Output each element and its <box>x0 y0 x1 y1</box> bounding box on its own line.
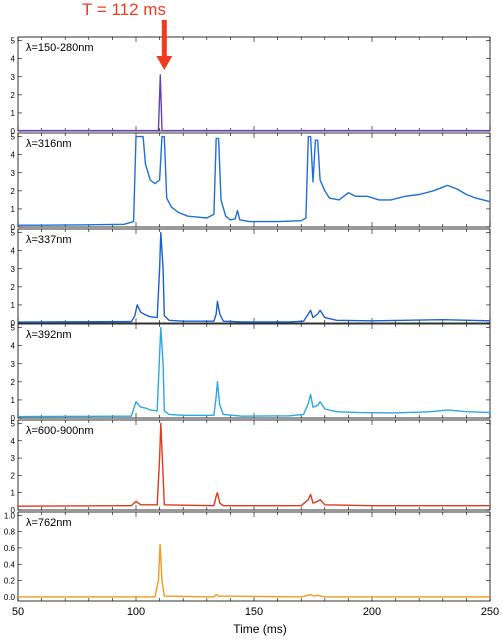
y-tick-label: 4 <box>11 437 16 446</box>
panel-frame-1 <box>17 132 491 228</box>
y-tick-label: 1 <box>11 205 16 214</box>
series-line-1 <box>18 135 491 226</box>
series-line-5 <box>18 544 490 598</box>
y-tick-label: 2 <box>11 187 16 196</box>
x-tick-label: 50 <box>12 606 24 618</box>
panel-0: 0 1 2 3 4 5 λ=150-280nm <box>11 36 491 136</box>
panel-frame-5 <box>17 511 491 602</box>
y-tick-label: 0.4 <box>4 560 16 569</box>
y-tick-label: 4 <box>11 151 16 160</box>
y-tick-label: 3 <box>11 265 16 274</box>
y-tick-label: 3 <box>11 73 16 82</box>
series-line-0 <box>18 74 490 132</box>
y-tick-label: 5 <box>11 229 16 238</box>
y-tick-label: 1 <box>11 301 16 310</box>
y-tick-label: 0.0 <box>4 593 16 602</box>
y-tick-label: 2 <box>11 471 16 480</box>
y-tick-label: 1 <box>11 109 16 118</box>
series-line-2 <box>17 231 491 323</box>
y-tick-label: 3 <box>11 454 16 463</box>
y-tick-label: 1.0 <box>4 511 16 520</box>
panel-label-4: λ=600-900nm <box>26 425 94 437</box>
y-tick-label: 3 <box>11 169 16 178</box>
x-tick-label: 250 <box>481 606 499 618</box>
y-tick-label: 4 <box>11 342 16 351</box>
y-tick-label: 0 <box>11 223 16 232</box>
y-tick-label: 1 <box>11 396 16 405</box>
y-tick-label: 5 <box>11 419 16 428</box>
y-tick-label: 0.2 <box>4 577 16 586</box>
series-line-3 <box>17 326 491 418</box>
panel-4: 0 1 2 3 4 5 λ=600-900nm <box>11 419 491 515</box>
y-tick-label: 0 <box>11 319 16 328</box>
panel-label-1: λ=316nm <box>26 138 72 150</box>
panel-label-5: λ=762nm <box>26 517 72 529</box>
annotation-label: T = 112 ms <box>82 0 166 19</box>
y-tick-label: 5 <box>11 324 16 333</box>
panels-group: 0 1 2 3 4 5 λ=150-280nm 0 1 2 3 4 5 λ=316nm 0 1 2 3 4 5 λ=33… <box>4 20 499 618</box>
x-tick-label: 200 <box>363 606 381 618</box>
y-tick-label: 4 <box>11 247 16 256</box>
y-tick-label: 5 <box>11 37 16 46</box>
annotation-arrow-head <box>156 56 173 70</box>
panel-frame-3 <box>17 323 491 419</box>
y-tick-label: 0.6 <box>4 544 16 553</box>
y-tick-label: 3 <box>11 360 16 369</box>
series-line-4 <box>17 422 490 507</box>
y-tick-label: 4 <box>11 55 16 64</box>
panel-1: 0 1 2 3 4 5 λ=316nm <box>11 132 491 232</box>
y-tick-label: 0 <box>11 414 16 423</box>
x-tick-label: 150 <box>245 606 263 618</box>
y-tick-label: 0 <box>11 506 16 515</box>
panel-label-3: λ=392nm <box>26 329 72 341</box>
panel-2: 0 1 2 3 4 5 λ=337nm <box>11 228 491 328</box>
y-tick-label: 2 <box>11 91 16 100</box>
panel-label-2: λ=337nm <box>26 234 72 246</box>
y-tick-label: 2 <box>11 378 16 387</box>
panel-frame-2 <box>17 228 491 324</box>
y-tick-label: 0 <box>11 127 16 136</box>
x-tick-label: 100 <box>127 606 145 618</box>
panel-3: 0 1 2 3 4 5 λ=392nm <box>11 323 491 423</box>
y-tick-label: 2 <box>11 283 16 292</box>
y-tick-label: 0.8 <box>4 528 16 537</box>
y-tick-label: 5 <box>11 133 16 142</box>
panel-label-0: λ=150-280nm <box>26 42 94 54</box>
panel-5: 0.0 0.2 0.4 0.6 0.8 1.0 λ=762nm <box>4 511 491 602</box>
x-axis-label: Time (ms) <box>233 622 287 636</box>
y-tick-label: 1 <box>11 489 16 498</box>
